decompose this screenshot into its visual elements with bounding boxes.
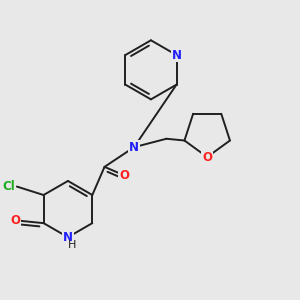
Text: O: O: [119, 169, 129, 182]
Text: N: N: [63, 231, 73, 244]
Text: N: N: [172, 49, 182, 62]
Text: N: N: [129, 141, 139, 154]
Text: Cl: Cl: [3, 180, 15, 193]
Text: H: H: [68, 240, 76, 250]
Text: O: O: [11, 214, 20, 227]
Text: O: O: [202, 151, 212, 164]
